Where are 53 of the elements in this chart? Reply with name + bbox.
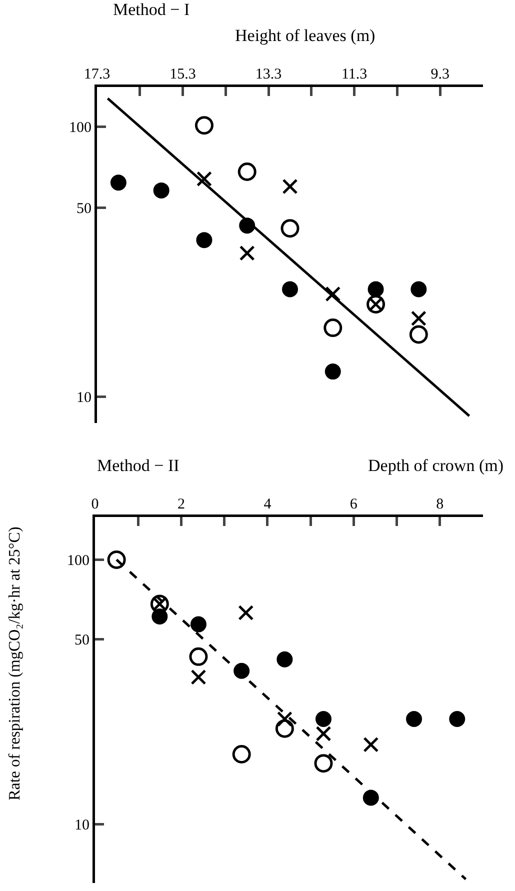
point: [363, 736, 379, 752]
point: [239, 245, 255, 261]
point: [325, 286, 341, 302]
point: [190, 616, 206, 632]
point: [324, 364, 341, 380]
y-tick-label: 100: [69, 120, 92, 136]
point: [316, 726, 332, 742]
chart-title: Method − I: [113, 0, 190, 19]
x-tick-label: 6: [350, 496, 358, 512]
x-tick-label: 2: [177, 496, 185, 512]
y-tick-label: 50: [76, 201, 92, 218]
y-tick-label: 10: [74, 818, 90, 834]
chart-title: Method − II: [97, 456, 180, 475]
point: [276, 651, 293, 668]
point: [449, 711, 466, 727]
y-tick-label: 100: [67, 552, 90, 569]
y-tick-label: 50: [74, 632, 90, 649]
point: [196, 171, 212, 187]
x-tick-label: 9.3: [430, 66, 450, 82]
x-tick-label: 4: [264, 496, 272, 512]
point: [315, 711, 332, 727]
point: [232, 744, 251, 764]
x-tick-label: 11.3: [341, 66, 368, 82]
point: [110, 174, 126, 191]
point: [275, 719, 294, 738]
point: [324, 318, 342, 338]
point: [194, 116, 214, 135]
point: [409, 325, 428, 344]
x-axis-title: Depth of crown (m): [368, 456, 504, 475]
point: [276, 711, 292, 727]
point: [280, 219, 300, 238]
point: [190, 669, 206, 685]
point: [282, 281, 298, 298]
point: [282, 178, 298, 194]
point: [189, 647, 208, 666]
point: [107, 550, 126, 569]
x-tick-label: 17.3: [84, 66, 110, 82]
x-tick-label: 13.3: [255, 66, 282, 82]
point: [196, 232, 212, 248]
point: [410, 310, 426, 326]
point: [153, 182, 170, 198]
x-tick-label: 8: [436, 496, 444, 512]
point: [314, 754, 333, 773]
x-axis-title: Height of leaves (m): [235, 26, 376, 45]
y-tick-label: 10: [76, 390, 92, 406]
point: [406, 711, 422, 727]
point: [238, 162, 256, 182]
x-tick-label: 15.3: [170, 66, 196, 82]
point: [410, 281, 427, 298]
point: [238, 605, 254, 621]
y-axis-title: Rate of respiration (mgCO₂/kg·hr at 25°C): [6, 526, 24, 800]
x-tick-label: 0: [91, 496, 99, 512]
point: [368, 281, 384, 298]
